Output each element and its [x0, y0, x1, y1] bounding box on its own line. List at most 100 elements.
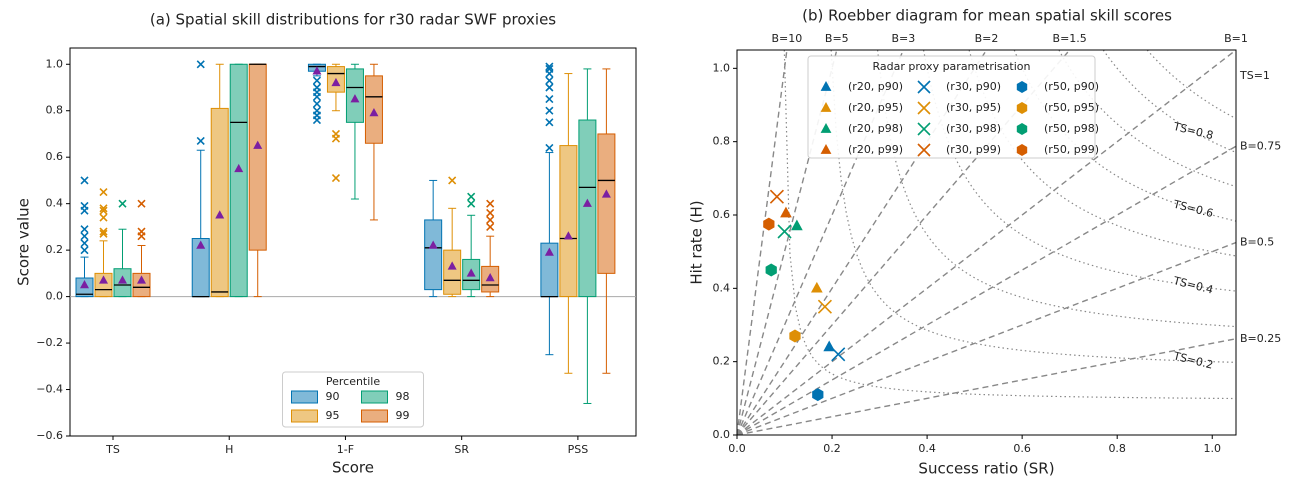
outlier — [99, 204, 108, 213]
legend-marker — [917, 80, 931, 94]
legend-label: (r30, p90) — [946, 80, 1001, 93]
x-tick-label: TS — [105, 443, 120, 456]
legend-label: (r20, p90) — [848, 80, 903, 93]
outlier — [118, 199, 127, 208]
legend-label: (r20, p98) — [848, 122, 903, 135]
box — [597, 133, 616, 274]
mean-marker — [234, 163, 244, 173]
legend-label: (r30, p95) — [946, 101, 1001, 114]
point — [817, 299, 832, 314]
ts-line — [1146, 50, 1236, 120]
ts-line — [1058, 50, 1236, 188]
ts-line — [1102, 50, 1236, 153]
bias-label: B=0.25 — [1240, 332, 1281, 345]
legend-label: 99 — [396, 409, 410, 422]
x-tick-label: 1.0 — [1203, 442, 1221, 455]
y-tick-label: 0.4 — [713, 281, 731, 294]
y-tick-label: 1.0 — [46, 57, 64, 70]
bias-label: B=2 — [975, 32, 999, 45]
legend-swatch — [361, 390, 388, 404]
x-tick-label: PSS — [568, 443, 589, 456]
ts-label: TS=0.8 — [1171, 120, 1214, 143]
point — [777, 224, 792, 239]
legend-label: (r50, p98) — [1044, 122, 1099, 135]
outlier — [80, 239, 89, 248]
outlier — [545, 62, 554, 71]
outlier — [99, 213, 108, 222]
ts-line — [922, 50, 1236, 292]
legend-label: (r20, p95) — [848, 101, 903, 114]
ts-line — [783, 50, 1236, 400]
bias-line — [737, 338, 1236, 435]
box — [132, 272, 151, 298]
legend-marker — [1016, 123, 1028, 135]
y-tick-label: 0.8 — [46, 104, 64, 117]
legend-label: 95 — [326, 409, 340, 422]
x-tick-label: 1-F — [337, 443, 354, 456]
mean-marker — [447, 261, 457, 270]
mean-marker — [485, 273, 495, 282]
chart-title: (b) Roebber diagram for mean spatial ski… — [802, 7, 1172, 25]
legend-marker — [917, 122, 931, 136]
x-tick-label: 0.0 — [728, 442, 746, 455]
bias-line — [737, 50, 1236, 435]
legend-marker — [1016, 81, 1028, 93]
outlier — [99, 187, 108, 197]
outlier — [196, 136, 205, 145]
x-tick-label: 0.2 — [823, 442, 841, 455]
box — [443, 249, 462, 295]
legend-label: (r20, p99) — [848, 143, 903, 156]
outlier — [137, 227, 146, 236]
legend-marker — [1016, 102, 1028, 114]
legend-marker — [917, 143, 931, 157]
x-axis-label: Score — [332, 459, 374, 477]
chart-title: (a) Spatial skill distributions for r30 … — [150, 11, 556, 29]
mean-marker — [80, 279, 90, 289]
bias-label: B=1 — [1224, 32, 1248, 45]
point — [789, 329, 801, 343]
mean-marker — [563, 231, 573, 240]
plot-frame — [69, 47, 637, 437]
outlier — [137, 199, 146, 208]
mean-marker — [312, 66, 322, 75]
outlier — [80, 201, 89, 211]
y-tick-label: 1.0 — [713, 61, 731, 74]
x-axis-label: Success ratio (SR) — [918, 460, 1054, 478]
outlier — [486, 215, 495, 224]
box — [94, 272, 113, 298]
legend-marker — [1016, 144, 1028, 156]
legend-label: 90 — [326, 390, 340, 403]
outlier — [196, 60, 205, 69]
bias-label: B=0.5 — [1240, 236, 1274, 249]
point — [765, 263, 777, 277]
legend-title: Percentile — [326, 375, 381, 388]
legend-label: 98 — [396, 390, 410, 403]
x-tick-label: 0.4 — [918, 442, 936, 455]
outlier — [312, 99, 322, 108]
legend-label: (r50, p95) — [1044, 101, 1099, 114]
outlier — [467, 192, 476, 201]
outlier — [80, 246, 89, 255]
outlier — [99, 206, 108, 215]
mean-marker — [253, 140, 263, 149]
mean-marker — [99, 275, 109, 284]
outlier — [312, 106, 322, 115]
legend-marker — [820, 123, 832, 133]
box — [229, 63, 248, 298]
legend-label: (r50, p90) — [1044, 80, 1099, 93]
outlier — [545, 64, 554, 73]
outlier — [312, 83, 322, 92]
ts-line — [830, 50, 1236, 363]
legend-marker — [917, 101, 931, 115]
legend-label: (r50, p99) — [1044, 143, 1099, 156]
point — [769, 189, 784, 204]
x-tick-label: 0.6 — [1013, 442, 1031, 455]
y-tick-label: 0.2 — [713, 355, 731, 368]
box — [424, 219, 443, 291]
ts-label: TS=0.2 — [1171, 349, 1214, 372]
ts-label: TS=0.4 — [1171, 274, 1214, 297]
bias-line — [737, 145, 1236, 435]
mean-marker — [196, 240, 206, 249]
mean-marker — [428, 240, 438, 249]
